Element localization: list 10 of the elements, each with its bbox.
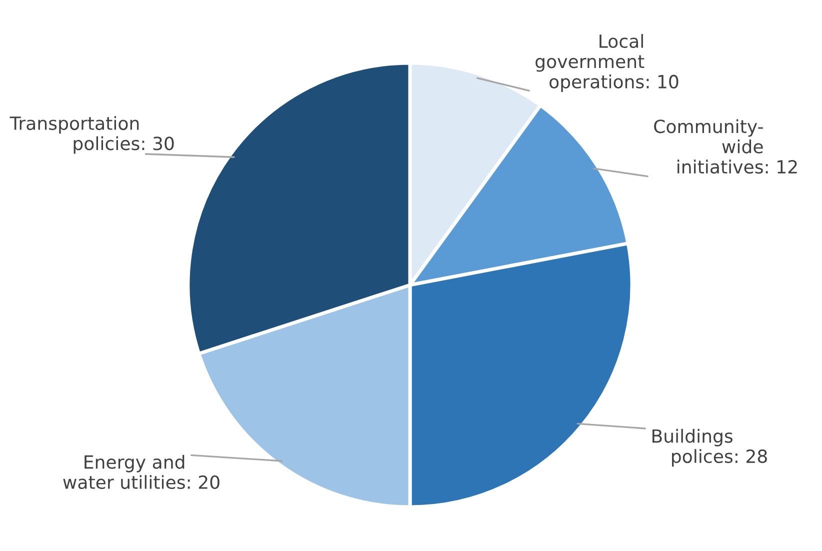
slice-label: Community- wide initiatives xyxy=(654,119,763,174)
data-label: : 30 xyxy=(142,136,174,150)
data-label: : 12 xyxy=(766,160,797,174)
slice-label: Transportation policies xyxy=(10,116,140,154)
data-label: : 28 xyxy=(735,449,767,464)
slice-label: Buildings polices xyxy=(652,428,732,467)
slice-label: Energy and water utilities xyxy=(63,454,185,490)
data-label: : 20 xyxy=(188,475,220,490)
slice-label: Local government operations xyxy=(536,34,644,92)
data-label: : 10 xyxy=(646,74,678,88)
